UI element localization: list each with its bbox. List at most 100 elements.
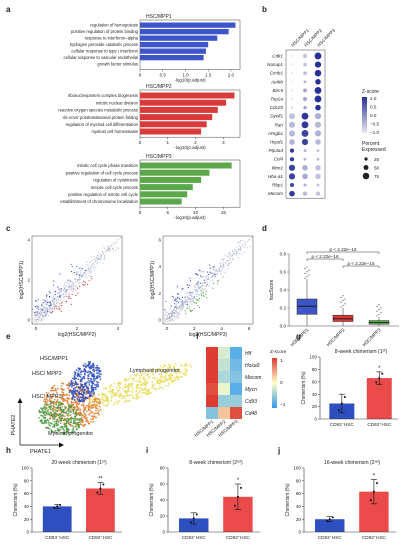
y-tick-label: 6 (158, 238, 161, 243)
highlight-point (70, 303, 72, 305)
hsc-mpp3-cell (53, 420, 56, 423)
hsc-mpp2-cell (55, 401, 58, 404)
lymphoid-cell (162, 368, 164, 371)
highlight-point (65, 295, 67, 297)
hsc-mpp3-cell (62, 410, 65, 413)
gene-point (112, 247, 114, 250)
gene-point (97, 255, 99, 257)
go-bar (140, 106, 218, 113)
hsc-mpp2-cell (47, 409, 50, 411)
hsc-mpp1-cell (75, 369, 78, 371)
gene-point (178, 310, 180, 312)
hsc-mpp3-cell (72, 420, 75, 423)
gene-point (54, 306, 56, 308)
heatmap-cell (206, 347, 218, 359)
hsc-mpp2-cell (93, 403, 96, 406)
lymphoid-cell (159, 369, 162, 372)
gene-point (185, 292, 187, 295)
hsc-mpp1-cell (89, 392, 91, 394)
hsc-mpp3-cell (44, 408, 46, 411)
gene-point (240, 248, 242, 250)
hsc-mpp2-cell (90, 421, 92, 423)
panel-label-e: e (6, 332, 11, 341)
lymphoid-cell (134, 374, 137, 376)
hsc-mpp2-cell (68, 381, 70, 384)
hsc-mpp3-cell (49, 401, 52, 403)
hsc-mpp2-cell (93, 400, 96, 403)
gene-point (196, 291, 198, 293)
highlight-point (191, 309, 193, 312)
gene-point (99, 261, 101, 263)
gene-point (63, 296, 65, 298)
x-tick-label: 6 (248, 326, 251, 331)
lymphoid-cell (159, 365, 162, 368)
y-tick-label: 0.8 (280, 252, 287, 257)
outlier-point (344, 303, 346, 305)
gene-point (183, 306, 185, 308)
gene-point (101, 257, 103, 259)
hsc-mpp1-cell (88, 362, 91, 365)
hsc-mpp1-point (181, 301, 183, 303)
gene-point (214, 275, 216, 278)
lymphoid-cell (130, 375, 132, 377)
hsc-mpp3-cell (66, 430, 69, 433)
lymphoid-cell (177, 371, 180, 374)
hsc-mpp1-cell (92, 380, 94, 383)
gene-point (228, 252, 230, 254)
lymphoid-cell (119, 393, 122, 395)
hsc-mpp1-cell (83, 389, 86, 392)
gene-point (245, 244, 247, 246)
gene-point (196, 296, 198, 298)
gene-point (185, 299, 187, 301)
hsc-mpp2-cell (88, 405, 90, 408)
hsc-mpp1-point (201, 276, 203, 278)
gene-point (117, 247, 120, 249)
gene-point (192, 298, 194, 300)
hsc-mpp1-cell (92, 382, 94, 385)
go-term-label: mitotic cell cycle phase transition (77, 163, 139, 168)
highlight-point (70, 297, 72, 299)
hsc-mpp1-cell (77, 370, 80, 372)
gene-point (45, 314, 47, 316)
lymphoid-cell (186, 364, 189, 367)
gene-point (169, 312, 171, 314)
hsc-mpp1-point (49, 295, 51, 298)
hsc-mpp2-cell (43, 400, 45, 403)
hsc-mpp1-point (175, 306, 177, 308)
gene-point (232, 258, 234, 261)
gene-point (207, 277, 209, 279)
hsc-mpp1-cell (86, 381, 89, 383)
hsc-mpp2-cell (70, 425, 72, 427)
x-category-label: CD93⁺HSC (367, 422, 392, 427)
outlier-point (378, 313, 380, 315)
highlight-point (186, 307, 188, 309)
highlight-point (198, 298, 200, 300)
hsc-mpp1-point (79, 274, 81, 276)
gene-label: Cdc20 (270, 105, 284, 110)
hsc-mpp1-point (212, 266, 214, 268)
highlight-point (217, 280, 219, 282)
lymphoid-cell (171, 374, 173, 376)
hsc-mpp3-cell (53, 431, 56, 433)
gene-point (42, 314, 44, 316)
hsc-mpp3-cell (41, 414, 44, 417)
gene-point (240, 239, 242, 241)
y-axis-label: hscScore (269, 279, 275, 300)
heatmap-row-label: Hlf (245, 351, 252, 357)
gene-point (170, 318, 172, 320)
gene-point (51, 297, 53, 299)
y-tick-label: 20 (296, 517, 302, 522)
hsc-mpp2-cell (85, 420, 87, 423)
hsc-mpp1-cell (78, 399, 81, 402)
gene-point (185, 301, 187, 303)
hsc-mpp1-point (36, 311, 38, 313)
gene-point (196, 294, 198, 296)
highlight-point (84, 284, 86, 286)
gene-point (56, 295, 59, 297)
gene-point (95, 259, 97, 261)
hsc-mpp1-cell (93, 377, 95, 380)
hsc-mpp3-cell (45, 404, 48, 407)
hsc-mpp3-cell (43, 422, 46, 424)
hsc-mpp1-point (186, 284, 189, 286)
